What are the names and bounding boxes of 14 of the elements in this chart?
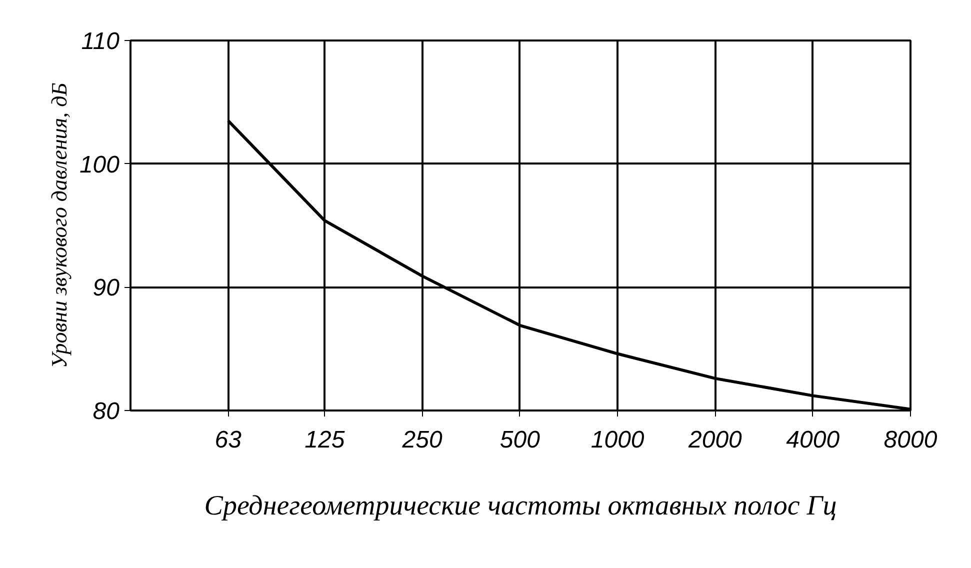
y-tick-label: 110 <box>81 28 120 55</box>
x-tick-label: 2000 <box>688 426 743 454</box>
x-tick-label: 1000 <box>590 426 645 454</box>
y-tick-label: 100 <box>79 151 120 178</box>
y-tick-label: 80 <box>92 398 120 425</box>
x-tick-label: 4000 <box>786 426 840 454</box>
y-axis-title: Уровни звукового давления, дБ <box>46 82 72 368</box>
x-tick-label: 8000 <box>884 426 938 454</box>
x-tick-label: 125 <box>304 426 346 454</box>
x-tick-label: 250 <box>401 426 443 454</box>
y-tick-label: 90 <box>92 274 120 302</box>
x-axis-title: Среднегеометрические частоты октавных полос Гц <box>204 490 837 522</box>
x-tick-label: 63 <box>214 426 242 454</box>
x-tick-label: 500 <box>500 426 541 454</box>
